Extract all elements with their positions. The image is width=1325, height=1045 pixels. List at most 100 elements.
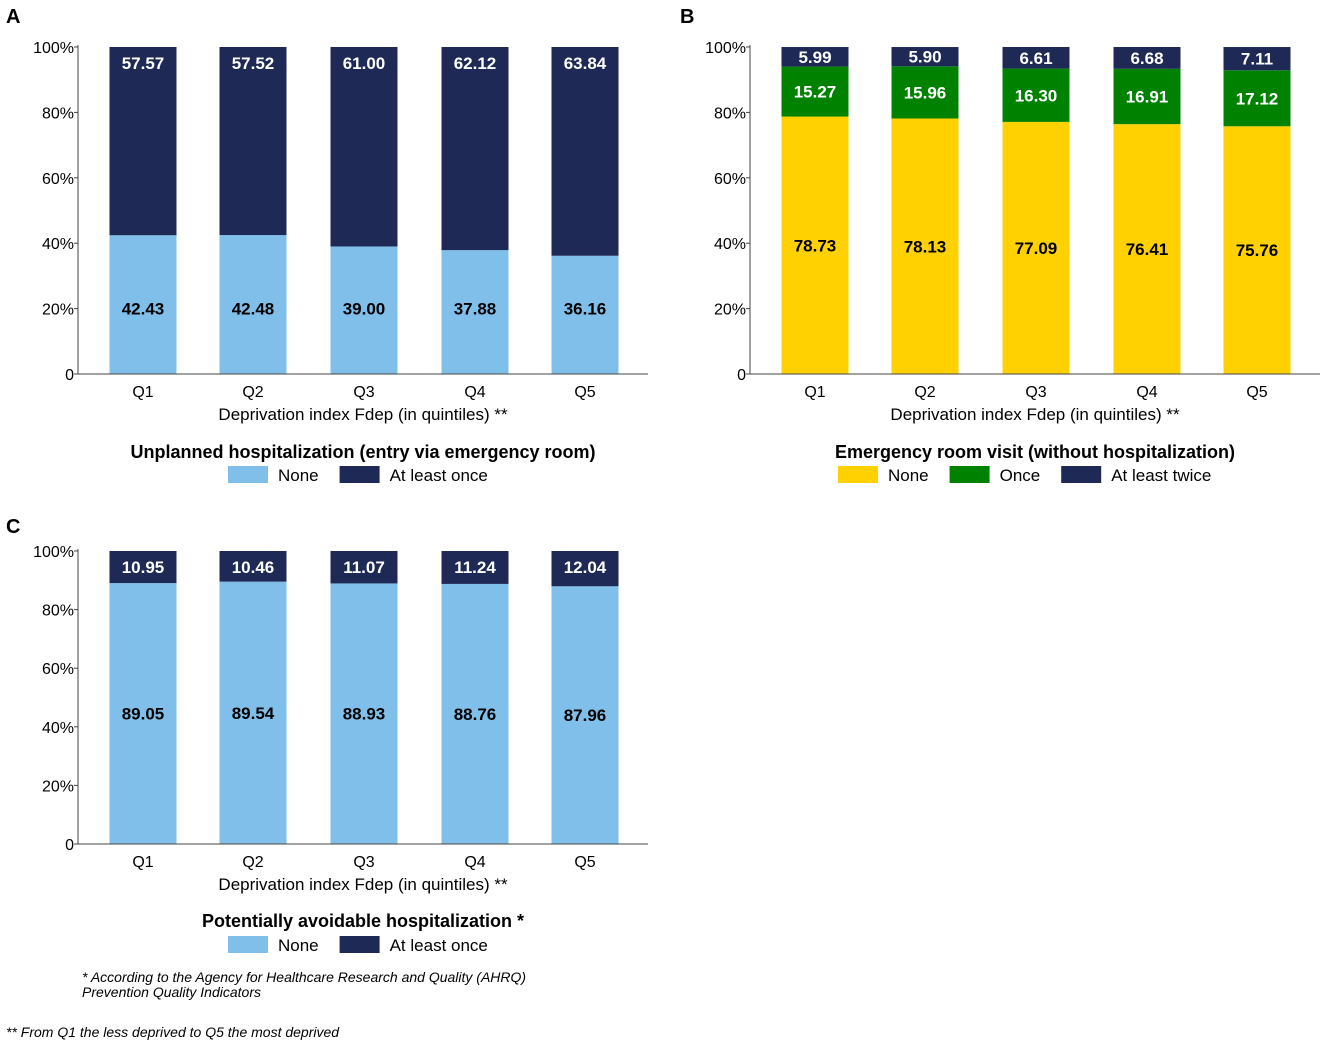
data-label-c-q5-1: 12.04 xyxy=(564,558,607,577)
y-tick-label-c-2: 40% xyxy=(42,720,74,737)
data-label-a-q5-0: 36.16 xyxy=(564,300,607,319)
legend-swatch-c-0 xyxy=(228,936,268,953)
x-tick-label-a-3: Q4 xyxy=(464,384,485,401)
bar-c-q2-none xyxy=(219,581,287,844)
x-tick-label-c-0: Q1 xyxy=(132,854,153,871)
legend-label-b-1: Once xyxy=(1000,466,1041,485)
bar-b-q2-none xyxy=(891,118,959,375)
bar-a-q1-none xyxy=(109,235,177,374)
bar-b-q5-once xyxy=(1223,70,1291,127)
data-label-b-q1-0: 78.73 xyxy=(794,236,837,255)
chart-title-a: Unplanned hospitalization (entry via eme… xyxy=(130,442,595,462)
bar-b-q4-at-least-twice xyxy=(1113,47,1181,69)
bar-a-q3-none xyxy=(330,246,398,374)
x-axis-label-c: Deprivation index Fdep (in quintiles) ** xyxy=(218,875,508,894)
y-tick-label-a-2: 40% xyxy=(42,236,74,253)
x-tick-label-a-0: Q1 xyxy=(132,384,153,401)
bar-a-q5-at-least-once xyxy=(551,47,619,256)
bar-c-q4-at-least-once xyxy=(441,551,509,584)
bar-b-q3-once xyxy=(1002,68,1070,122)
data-label-a-q3-1: 61.00 xyxy=(343,54,386,73)
data-label-c-q1-1: 10.95 xyxy=(122,558,165,577)
y-tick-label-b-0: 0 xyxy=(737,367,746,384)
y-tick-label-c-1: 20% xyxy=(42,778,74,795)
data-label-a-q1-0: 42.43 xyxy=(122,300,165,319)
bar-b-q2-once xyxy=(891,66,959,119)
bar-c-q5-at-least-once xyxy=(551,551,619,587)
data-label-b-q4-1: 16.91 xyxy=(1126,87,1169,106)
data-label-b-q1-1: 15.27 xyxy=(794,83,837,102)
panel-label-c: C xyxy=(6,516,20,538)
x-tick-label-a-4: Q5 xyxy=(574,384,595,401)
x-tick-label-c-3: Q4 xyxy=(464,854,485,871)
data-label-a-q2-0: 42.48 xyxy=(232,300,275,319)
bar-b-q1-none xyxy=(781,116,849,374)
bar-c-q3-at-least-once xyxy=(330,551,398,584)
bar-b-q1-at-least-twice xyxy=(781,47,849,67)
legend-label-b-2: At least twice xyxy=(1111,466,1211,485)
data-label-a-q2-1: 57.52 xyxy=(232,54,275,73)
bar-c-q1-at-least-once xyxy=(109,551,177,584)
legend-swatch-c-1 xyxy=(339,936,380,953)
legend-swatch-a-0 xyxy=(228,466,268,483)
panel-label-b: B xyxy=(680,6,694,28)
data-label-c-q4-0: 88.76 xyxy=(454,705,497,724)
data-label-c-q4-1: 11.24 xyxy=(454,558,496,577)
x-tick-label-c-2: Q3 xyxy=(353,854,374,871)
x-tick-label-b-4: Q5 xyxy=(1246,384,1267,401)
data-label-a-q4-1: 62.12 xyxy=(454,54,497,73)
data-label-b-q5-1: 17.12 xyxy=(1236,89,1279,108)
y-tick-label-c-0: 0 xyxy=(65,837,74,854)
bar-b-q5-at-least-twice xyxy=(1223,47,1291,71)
y-tick-label-c-3: 60% xyxy=(42,661,74,678)
bar-a-q4-at-least-once xyxy=(441,47,509,251)
data-label-a-q4-0: 37.88 xyxy=(454,300,497,319)
bar-a-q2-none xyxy=(219,235,287,374)
legend-label-b-0: None xyxy=(888,466,929,485)
bar-c-q1-none xyxy=(109,583,177,844)
bar-a-q2-at-least-once xyxy=(219,47,287,236)
y-tick-label-a-4: 80% xyxy=(42,105,74,122)
data-label-c-q5-0: 87.96 xyxy=(564,706,607,725)
y-tick-label-a-5: 100% xyxy=(33,40,74,57)
y-tick-label-b-2: 40% xyxy=(714,236,746,253)
y-tick-label-b-5: 100% xyxy=(705,40,746,57)
y-tick-label-b-3: 60% xyxy=(714,171,746,188)
x-tick-label-b-0: Q1 xyxy=(804,384,825,401)
data-label-b-q5-0: 75.76 xyxy=(1236,241,1279,260)
data-label-b-q3-2: 6.61 xyxy=(1019,49,1052,68)
bar-a-q4-none xyxy=(441,250,509,374)
x-axis-label-a: Deprivation index Fdep (in quintiles) ** xyxy=(218,405,508,424)
bar-b-q4-once xyxy=(1113,68,1181,125)
legend-swatch-b-2 xyxy=(1061,466,1102,483)
data-label-b-q3-0: 77.09 xyxy=(1015,239,1058,258)
panel-c-chart: C 0 20% 40% 60% 80% 100% 89.05 10.95 Q1 89.54 10.46… xyxy=(6,516,648,955)
data-label-c-q2-1: 10.46 xyxy=(232,558,275,577)
data-label-c-q1-0: 89.05 xyxy=(122,705,165,724)
data-label-a-q5-1: 63.84 xyxy=(564,54,607,73)
footnote-ahrq: * According to the Agency for Healthcare… xyxy=(82,970,526,1000)
legend-swatch-b-0 xyxy=(838,466,878,483)
data-label-a-q1-1: 57.57 xyxy=(122,54,165,73)
bar-b-q3-none xyxy=(1002,121,1070,374)
legend-swatch-b-1 xyxy=(949,466,990,483)
data-label-b-q2-2: 5.90 xyxy=(908,48,941,67)
bar-a-q1-at-least-once xyxy=(109,47,177,236)
data-label-b-q4-2: 6.68 xyxy=(1130,49,1163,68)
x-tick-label-b-2: Q3 xyxy=(1025,384,1046,401)
bar-c-q2-at-least-once xyxy=(219,551,287,582)
bar-b-q3-at-least-twice xyxy=(1002,47,1070,69)
bar-b-q5-none xyxy=(1223,126,1291,374)
panel-label-a: A xyxy=(6,6,20,28)
x-tick-label-b-3: Q4 xyxy=(1136,384,1157,401)
y-tick-label-a-0: 0 xyxy=(65,367,74,384)
y-tick-label-b-4: 80% xyxy=(714,105,746,122)
legend-label-c-0: None xyxy=(278,936,319,955)
x-axis-label-b: Deprivation index Fdep (in quintiles) ** xyxy=(890,405,1180,424)
bar-c-q5-none xyxy=(551,586,619,844)
legend-label-a-0: None xyxy=(278,466,319,485)
y-tick-label-b-1: 20% xyxy=(714,302,746,319)
data-label-c-q3-1: 11.07 xyxy=(343,558,385,577)
chart-title-c: Potentially avoidable hospitalization * xyxy=(202,911,524,931)
y-tick-label-a-1: 20% xyxy=(42,302,74,319)
